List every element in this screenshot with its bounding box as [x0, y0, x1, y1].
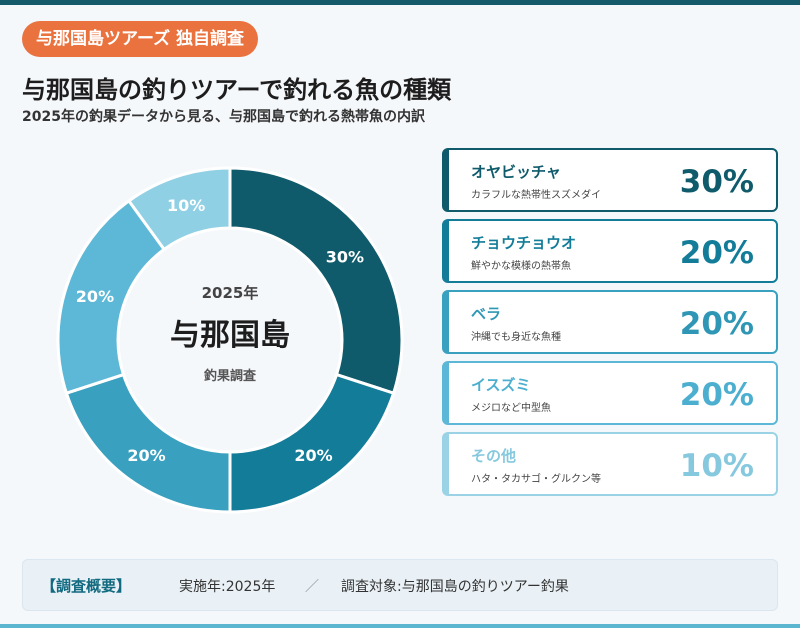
donut-slice-label-3: 20%	[127, 446, 165, 465]
bottom-accent-bar	[0, 624, 800, 628]
legend-percent: 10%	[679, 448, 754, 484]
legend-name: イスズミ	[471, 376, 531, 394]
donut-center-caption: 釣果調査	[204, 368, 257, 384]
legend-description: 沖縄でも身近な魚種	[471, 332, 561, 343]
donut-slice-1	[228, 166, 404, 396]
page-subtitle: 2025年の釣果データから見る、与那国島で釣れる熱帯魚の内訳	[22, 109, 425, 125]
survey-separator: ／	[305, 579, 319, 595]
donut-slice-2	[228, 372, 396, 514]
donut-slice-3	[64, 372, 232, 514]
legend-description: カラフルな熱帯性スズメダイ	[471, 190, 601, 201]
donut-center-year: 2025年	[202, 284, 259, 302]
donut-slice-label-1: 30%	[326, 248, 364, 267]
legend-card-isuzumi: イスズミ メジロなど中型魚 20%	[442, 361, 778, 425]
legend-name: ベラ	[471, 305, 502, 323]
legend-percent: 20%	[679, 377, 754, 413]
legend-name: オヤビッチャ	[471, 163, 561, 181]
survey-year: 実施年:2025年	[179, 579, 276, 595]
legend-percent: 30%	[679, 164, 754, 200]
legend-percent: 20%	[679, 306, 754, 342]
legend-description: ハタ・タカサゴ・グルクン等	[471, 474, 601, 485]
page-title: 与那国島の釣りツアーで釣れる魚の種類	[22, 76, 452, 104]
legend-card-oyabiccha: オヤビッチャ カラフルな熱帯性スズメダイ 30%	[442, 148, 778, 212]
donut-center-title: 与那国島	[170, 318, 290, 353]
survey-target: 調査対象:与那国島の釣りツアー釣果	[341, 579, 569, 595]
top-accent-bar	[0, 0, 800, 5]
legend-name: その他	[471, 447, 517, 465]
legend-card-chouchouo: チョウチョウオ 鮮やかな模様の熱帯魚 20%	[442, 219, 778, 283]
donut-slice-label-2: 20%	[294, 446, 332, 465]
donut-chart: 30% 20% 20% 20% 10% 2025年 与那国島 釣果調査	[56, 166, 404, 514]
survey-summary: 【調査概要】 実施年:2025年 ／ 調査対象:与那国島の釣りツアー釣果	[22, 559, 778, 611]
legend-card-other: その他 ハタ・タカサゴ・グルクン等 10%	[442, 432, 778, 496]
survey-summary-label: 【調査概要】	[41, 577, 132, 595]
donut-slice-label-5: 10%	[167, 196, 205, 215]
legend-card-bera: ベラ 沖縄でも身近な魚種 20%	[442, 290, 778, 354]
header-badge: 与那国島ツアーズ 独自調査	[22, 21, 259, 57]
donut-slice-label-4: 20%	[76, 287, 114, 306]
legend: オヤビッチャ カラフルな熱帯性スズメダイ 30% チョウチョウオ 鮮やかな模様の…	[442, 148, 778, 503]
legend-description: 鮮やかな模様の熱帯魚	[471, 261, 571, 272]
legend-description: メジロなど中型魚	[471, 403, 551, 414]
legend-percent: 20%	[679, 235, 754, 271]
legend-name: チョウチョウオ	[471, 234, 577, 252]
donut-slice-5	[126, 166, 232, 252]
